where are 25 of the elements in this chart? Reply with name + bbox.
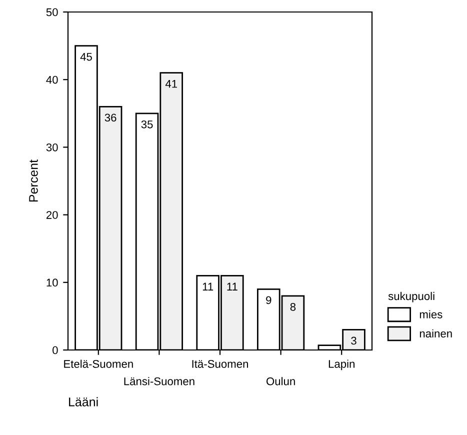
legend-label: mies bbox=[420, 310, 442, 318]
legend-title: sukupuoli bbox=[388, 292, 434, 302]
x-tick-label: Itä-Suomen bbox=[192, 360, 248, 368]
legend-label: nainen bbox=[420, 329, 452, 338]
y-axis-title: Percent bbox=[29, 160, 38, 202]
data-label: 11 bbox=[227, 282, 238, 290]
x-axis-title: Lääni bbox=[69, 397, 98, 406]
y-tick-label: 50 bbox=[46, 8, 58, 16]
y-tick-label: 40 bbox=[46, 76, 58, 84]
data-label: 9 bbox=[266, 296, 272, 304]
data-label: 8 bbox=[290, 302, 296, 311]
data-label: 41 bbox=[165, 80, 177, 88]
data-label: 3 bbox=[351, 336, 356, 345]
data-label: 35 bbox=[141, 120, 153, 128]
x-tick-label: Oulun bbox=[266, 377, 295, 386]
data-label: 45 bbox=[80, 52, 92, 61]
x-tick-label: Länsi-Suomen bbox=[124, 377, 194, 386]
data-label: 36 bbox=[104, 114, 116, 122]
x-tick-label: Etelä-Suomen bbox=[64, 360, 133, 368]
y-tick-label: 20 bbox=[46, 211, 58, 219]
y-tick-label: 0 bbox=[52, 346, 58, 354]
data-label: 11 bbox=[202, 282, 214, 290]
x-tick-label: Lapin bbox=[328, 360, 354, 370]
y-tick-label: 30 bbox=[46, 143, 58, 152]
y-tick-label: 10 bbox=[46, 278, 58, 287]
